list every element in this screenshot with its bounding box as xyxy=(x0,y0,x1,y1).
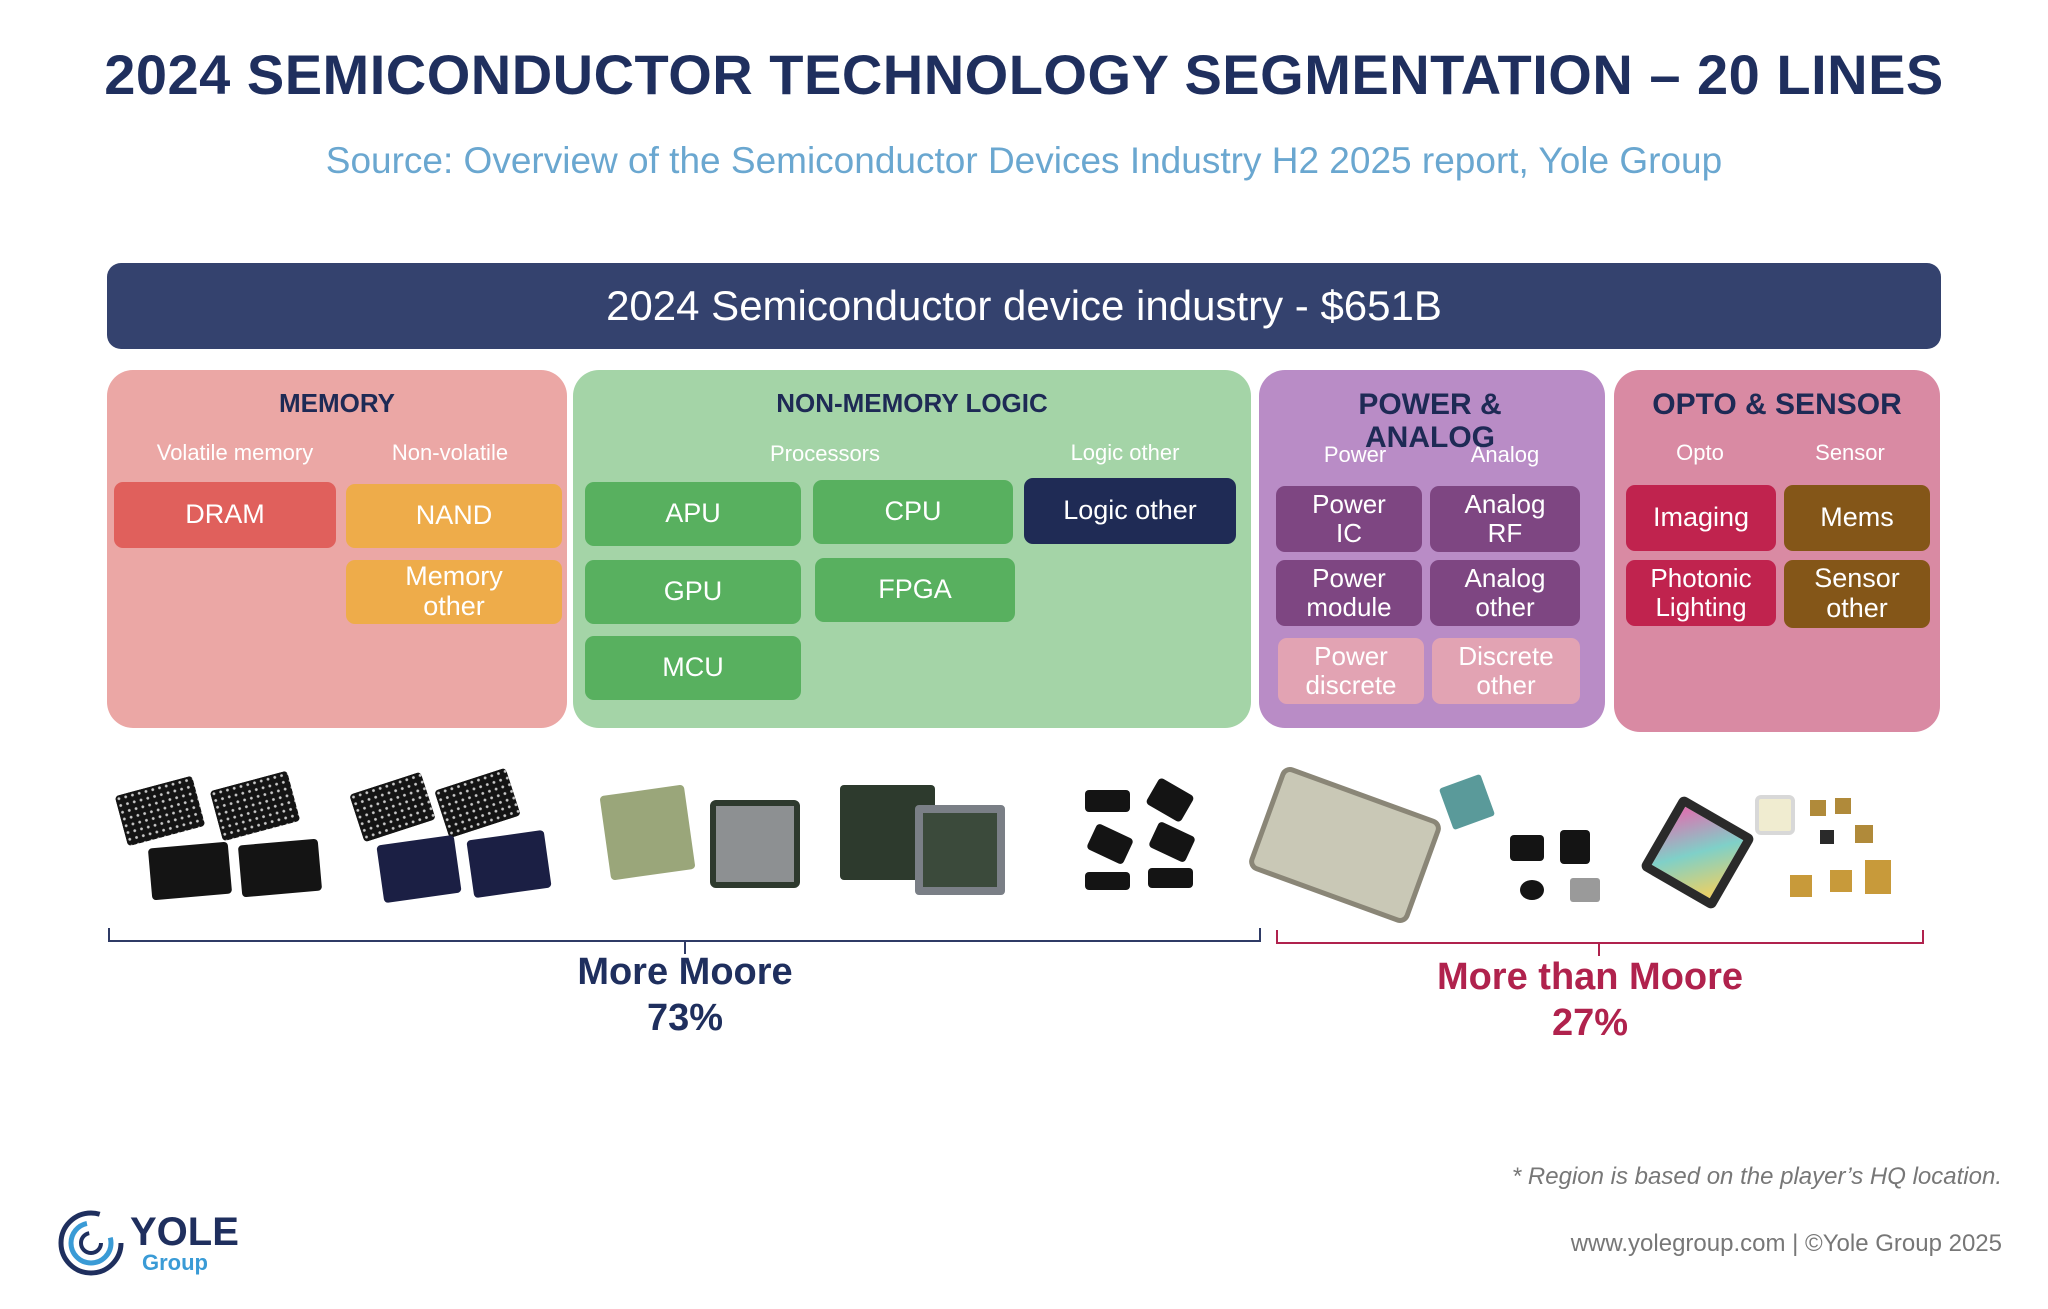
analog-other-box: Analog other xyxy=(1430,560,1580,626)
transistor-icon xyxy=(1520,880,1544,900)
ic-chip-icon xyxy=(1085,872,1130,890)
nand-box: NAND xyxy=(346,484,562,548)
logic-chips-image xyxy=(1080,777,1210,900)
mems-icon xyxy=(1810,800,1826,816)
apu-box: APU xyxy=(585,482,801,546)
led-icon xyxy=(1755,795,1795,835)
mems-icon xyxy=(1865,860,1891,894)
discrete-other-box: Discrete other xyxy=(1432,638,1580,704)
power-discrete-box: Power discrete xyxy=(1278,638,1424,704)
source-subtitle: Source: Overview of the Semiconductor De… xyxy=(325,140,1723,181)
processor-chips-image xyxy=(599,780,1020,910)
cpu-box: CPU xyxy=(813,480,1013,544)
image-sensor-icon xyxy=(1639,794,1756,911)
mems-icon xyxy=(1820,830,1834,844)
logic-sub-processors: Processors xyxy=(769,441,881,466)
more-moore-percent: 73% xyxy=(646,996,724,1039)
dram-chip-icon xyxy=(114,775,206,847)
more-moore-label: More Moore 73% xyxy=(510,950,860,1041)
dram-box: DRAM xyxy=(114,482,336,548)
more-than-moore-label: More than Moore 27% xyxy=(1390,955,1790,1046)
nand-chip-icon xyxy=(376,834,462,904)
footnote: * Region is based on the player’s HQ loc… xyxy=(1511,1163,2002,1190)
more-than-moore-bracket xyxy=(1276,930,1924,944)
transistor-icon xyxy=(1560,830,1590,864)
industry-banner: 2024 Semiconductor device industry - $65… xyxy=(107,263,1941,349)
power-sub-power: Power xyxy=(1323,442,1387,467)
opto-sub-opto: Opto xyxy=(1676,440,1724,465)
photonic-lighting-box: Photonic Lighting xyxy=(1626,560,1776,626)
mems-box: Mems xyxy=(1784,485,1930,551)
nand-chip-icon xyxy=(349,771,436,843)
power-modules-image xyxy=(1246,760,1620,926)
dram-chip-icon xyxy=(147,841,233,901)
power-sub-analog: Analog xyxy=(1470,442,1540,467)
mems-icon xyxy=(1855,825,1873,843)
imaging-box: Imaging xyxy=(1626,485,1776,551)
analog-rf-box: Analog RF xyxy=(1430,486,1580,552)
more-than-moore-title: More than Moore xyxy=(1436,956,1744,998)
power-module-box: Power module xyxy=(1276,560,1422,626)
dram-chip-icon xyxy=(209,770,301,842)
power-ic-box: Power IC xyxy=(1276,486,1422,552)
dram-chip-icon xyxy=(237,838,323,898)
transistor-icon xyxy=(1510,835,1544,861)
power-module-icon xyxy=(1246,764,1444,926)
memory-chips-image xyxy=(110,767,560,910)
opto-sub-sensor: Sensor xyxy=(1815,440,1885,465)
more-than-moore-bracket-tick xyxy=(1598,942,1600,956)
logic-title: NON-MEMORY LOGIC xyxy=(776,388,1048,418)
memory-other-box: Memory other xyxy=(346,560,562,624)
rf-module-icon xyxy=(1438,773,1496,831)
memory-title: MEMORY xyxy=(278,388,396,418)
transistor-icon xyxy=(1570,878,1600,902)
ic-chip-icon xyxy=(1085,790,1130,812)
nand-chip-icon xyxy=(434,767,521,839)
ic-chip-icon xyxy=(1085,822,1135,866)
cpu-chip-icon xyxy=(599,784,696,881)
opto-sensor-panel xyxy=(1614,370,1940,732)
cpu-chip-icon xyxy=(710,800,800,888)
more-than-moore-percent: 27% xyxy=(1551,1001,1629,1044)
memory-panel xyxy=(107,370,567,728)
gpu-chip-icon xyxy=(915,805,1005,895)
mcu-box: MCU xyxy=(585,636,801,700)
gpu-box: GPU xyxy=(585,560,801,624)
page-title: 2024 SEMICONDUCTOR TECHNOLOGY SEGMENTATI… xyxy=(104,43,1944,106)
ic-chip-icon xyxy=(1147,820,1197,864)
memory-sub-nonvolatile: Non-volatile xyxy=(391,440,509,465)
ic-chip-icon xyxy=(1148,868,1193,888)
logic-other-box: Logic other xyxy=(1024,478,1236,544)
logo-wordmark: YOLE xyxy=(130,1210,239,1254)
power-analog-title: POWER & ANALOG xyxy=(1358,388,1502,454)
sensor-other-box: Sensor other xyxy=(1784,560,1930,628)
copyright: www.yolegroup.com | ©Yole Group 2025 xyxy=(1570,1230,2002,1257)
logic-sub-logic-other: Logic other xyxy=(1070,440,1180,465)
fpga-box: FPGA xyxy=(815,558,1015,622)
logo-group-text: Group xyxy=(142,1250,208,1275)
yole-logo-icon xyxy=(58,1210,124,1276)
more-moore-title: More Moore xyxy=(577,951,793,993)
nand-chip-icon xyxy=(466,829,552,899)
mems-icon xyxy=(1790,875,1812,897)
more-moore-bracket-tick xyxy=(684,940,686,954)
opto-sensor-title: OPTO & SENSOR xyxy=(1652,388,1902,421)
mems-icon xyxy=(1830,870,1852,892)
opto-sensors-image xyxy=(1639,790,1930,920)
mems-icon xyxy=(1835,798,1851,814)
memory-sub-volatile: Volatile memory xyxy=(156,440,314,465)
ic-chip-icon xyxy=(1145,777,1195,823)
